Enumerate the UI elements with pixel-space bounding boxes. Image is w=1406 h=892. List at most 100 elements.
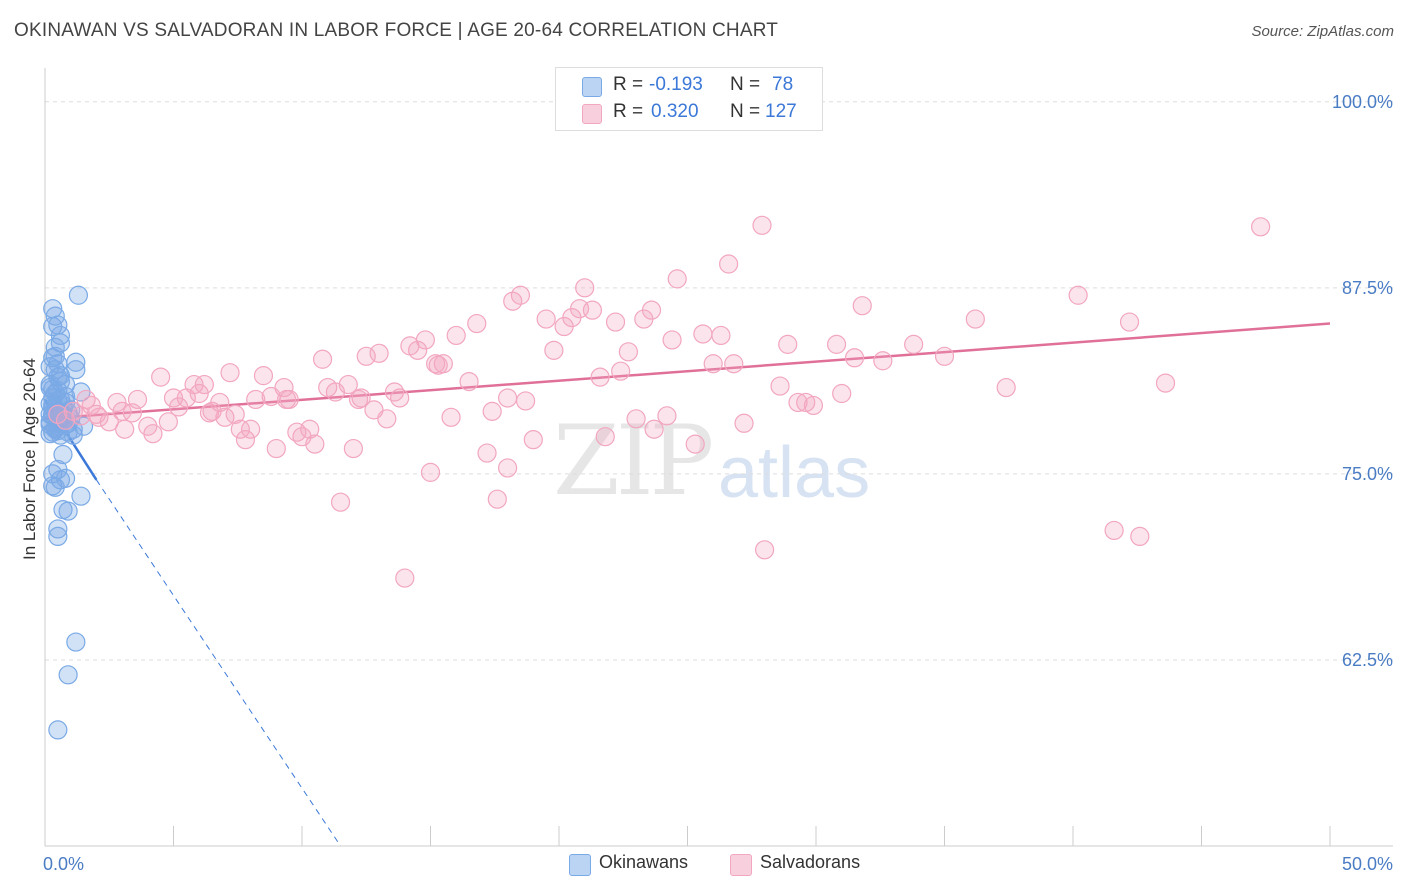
salvadoran-point <box>719 254 739 274</box>
salvadoran-point <box>276 389 297 410</box>
legend-label: Okinawans <box>599 852 689 872</box>
salvadoran-point <box>184 374 204 395</box>
okinawans-swatch <box>582 77 602 97</box>
salvadoran-point <box>199 403 220 423</box>
okinawan-point <box>53 444 73 465</box>
salvadoran-point <box>312 349 333 369</box>
salvadoran-point <box>965 309 985 329</box>
okinawan-point <box>50 366 71 386</box>
salvadoran-point <box>618 342 638 362</box>
n-label: N = <box>730 101 761 122</box>
salvadoran-point <box>724 354 744 374</box>
salvadoran-point <box>498 458 518 478</box>
salvadoran-point <box>143 424 163 444</box>
salvadoran-point <box>390 388 410 408</box>
watermark-atlas: atlas <box>718 433 871 513</box>
salvadoran-point <box>369 343 389 363</box>
salvadoran-point <box>734 413 754 433</box>
salvadoran-point <box>644 419 664 439</box>
okinawan-trend-extension <box>95 479 341 847</box>
okinawans-legend-swatch <box>569 854 591 876</box>
x-tick-label: 50.0% <box>1342 854 1393 874</box>
okinawan-point <box>58 501 78 521</box>
salvadoran-point <box>778 334 798 354</box>
salvadoran-point <box>225 404 245 424</box>
salvadoran-point <box>487 489 507 509</box>
salvadoran-point <box>348 389 369 410</box>
salvadoran-point <box>266 438 286 459</box>
stats-box: R = -0.193 N = 78 R = 0.320 N = 127 <box>555 67 823 131</box>
salvadoran-point <box>343 438 363 459</box>
okinawan-point <box>71 486 91 506</box>
salvadoran-point <box>151 367 171 387</box>
salvadoran-point <box>1251 217 1271 237</box>
x-tick-label: 0.0% <box>43 854 84 874</box>
r-value: 0.320 <box>651 101 699 122</box>
salvadoran-point <box>515 391 536 411</box>
salvadoran-trend-line <box>44 322 1331 421</box>
salvadoran-point <box>826 334 847 354</box>
salvadoran-point <box>158 412 178 432</box>
okinawan-point <box>43 299 63 319</box>
salvadoran-point <box>844 348 865 368</box>
salvadoran-point <box>536 309 556 329</box>
okinawan-point <box>48 315 68 335</box>
axes <box>44 68 1393 847</box>
salvadoran-point <box>76 389 96 410</box>
y-tick-label: 75.0% <box>1342 464 1393 484</box>
salvadoran-point <box>657 406 677 426</box>
salvadoran-point <box>605 312 626 332</box>
y-tick-label: 62.5% <box>1342 650 1393 670</box>
salvadoran-point <box>415 330 435 350</box>
gridlines <box>45 101 1393 661</box>
salvadoran-point <box>305 434 325 454</box>
okinawan-point <box>63 425 83 445</box>
salvadoran-point <box>1155 373 1176 393</box>
okinawan-point <box>48 720 68 740</box>
salvadoran-point <box>395 568 415 588</box>
salvadoran-point <box>48 404 68 424</box>
salvadoran-point <box>467 313 487 334</box>
salvadoran-point <box>693 324 713 344</box>
salvadoran-point <box>523 430 543 450</box>
salvadoran-point <box>433 354 453 374</box>
data-points <box>40 215 1271 740</box>
salvadoran-point <box>1068 285 1088 305</box>
n-value: 127 <box>765 101 797 122</box>
salvadoran-point <box>210 392 230 413</box>
okinawan-point <box>66 632 86 652</box>
okinawan-point <box>48 526 68 547</box>
salvadoran-point <box>703 354 723 374</box>
salvadoran-point <box>544 340 564 360</box>
salvadoran-point <box>477 443 497 463</box>
okinawan-point <box>66 352 86 372</box>
salvadoran-point <box>107 392 127 413</box>
salvadoran-point <box>510 285 531 305</box>
salvadoran-point <box>112 401 132 421</box>
salvadoran-point <box>446 325 466 346</box>
salvadoran-point <box>86 404 107 424</box>
tick-labels: 62.5% 75.0% 87.5% 100.0% 0.0% 50.0% <box>43 92 1393 874</box>
salvadoran-point <box>873 351 893 371</box>
salvadoran-point <box>498 388 518 408</box>
salvadoran-point <box>852 296 872 316</box>
salvadoran-point <box>595 427 615 447</box>
salvadoran-point <box>115 419 135 439</box>
salvadoran-point <box>667 269 687 289</box>
salvadorans-legend-swatch <box>730 854 752 876</box>
salvadoran-point <box>300 419 320 439</box>
n-label: N = <box>730 74 761 95</box>
salvadoran-point <box>796 392 816 413</box>
salvadoran-point <box>770 376 790 396</box>
salvadoran-point <box>752 215 772 235</box>
salvadoran-point <box>420 462 441 482</box>
okinawan-point <box>45 346 65 366</box>
stats-row-okinawans: R = -0.193 N = 78 <box>556 74 822 100</box>
salvadoran-point <box>503 291 523 311</box>
salvadoran-point <box>235 430 256 450</box>
salvadoran-point <box>408 340 428 360</box>
salvadoran-point <box>996 377 1016 398</box>
salvadoran-point <box>832 383 852 404</box>
r-value: -0.193 <box>649 74 703 95</box>
